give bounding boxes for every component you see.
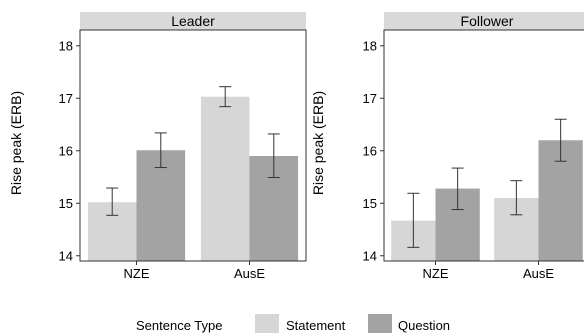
y-tick-label: 14 xyxy=(363,248,377,263)
y-tick-label: 17 xyxy=(363,91,377,106)
legend-title: Sentence Type xyxy=(136,318,223,333)
panel-leader: Leader NZE AusE 14 15 16 17 18 xyxy=(59,12,307,281)
facet-title: Follower xyxy=(461,13,514,29)
error-bar-question-nze xyxy=(154,132,167,169)
x-tick-label: AusE xyxy=(234,266,265,281)
x-tick-label: NZE xyxy=(124,266,150,281)
error-bar-question-ause xyxy=(554,118,567,162)
legend-label-statement: Statement xyxy=(286,318,346,333)
panel-border xyxy=(79,29,307,262)
chart-panels: Leader NZE AusE 14 15 16 17 18 Follower NZE AusE 14… xyxy=(59,12,584,281)
panel-border xyxy=(383,29,584,262)
error-bar-statement-ause xyxy=(219,86,232,108)
y-tick-label: 15 xyxy=(59,196,73,211)
y-tick-label: 16 xyxy=(363,143,377,158)
y-tick-label: 17 xyxy=(59,91,73,106)
y-axis-label-left: Rise peak (ERB) xyxy=(8,91,24,195)
bar-question-nze xyxy=(136,150,186,261)
legend: Sentence Type Statement Question xyxy=(136,314,450,333)
facet-strip xyxy=(384,12,584,30)
x-tick-label: NZE xyxy=(423,266,449,281)
legend-swatch-question xyxy=(368,314,392,333)
y-axis-label-right: Rise peak (ERB) xyxy=(310,91,326,195)
y-tick-label: 16 xyxy=(59,143,73,158)
error-bar-question-ause xyxy=(267,133,280,179)
bar-statement-ause xyxy=(200,96,250,261)
x-tick-label: AusE xyxy=(523,266,554,281)
facet-title: Leader xyxy=(171,13,215,29)
y-tick-label: 18 xyxy=(59,38,73,53)
legend-label-question: Question xyxy=(398,318,450,333)
y-tick-label: 15 xyxy=(363,196,377,211)
error-bar-statement-nze xyxy=(407,192,420,248)
y-tick-label: 18 xyxy=(363,38,377,53)
y-tick-label: 14 xyxy=(59,248,73,263)
panel-follower: Follower NZE AusE 14 15 16 17 18 xyxy=(363,12,584,281)
error-bar-statement-nze xyxy=(106,187,119,216)
facet-strip xyxy=(80,12,306,30)
legend-swatch-statement xyxy=(255,314,279,333)
error-bar-question-nze xyxy=(451,167,464,211)
error-bar-statement-ause xyxy=(510,180,523,216)
